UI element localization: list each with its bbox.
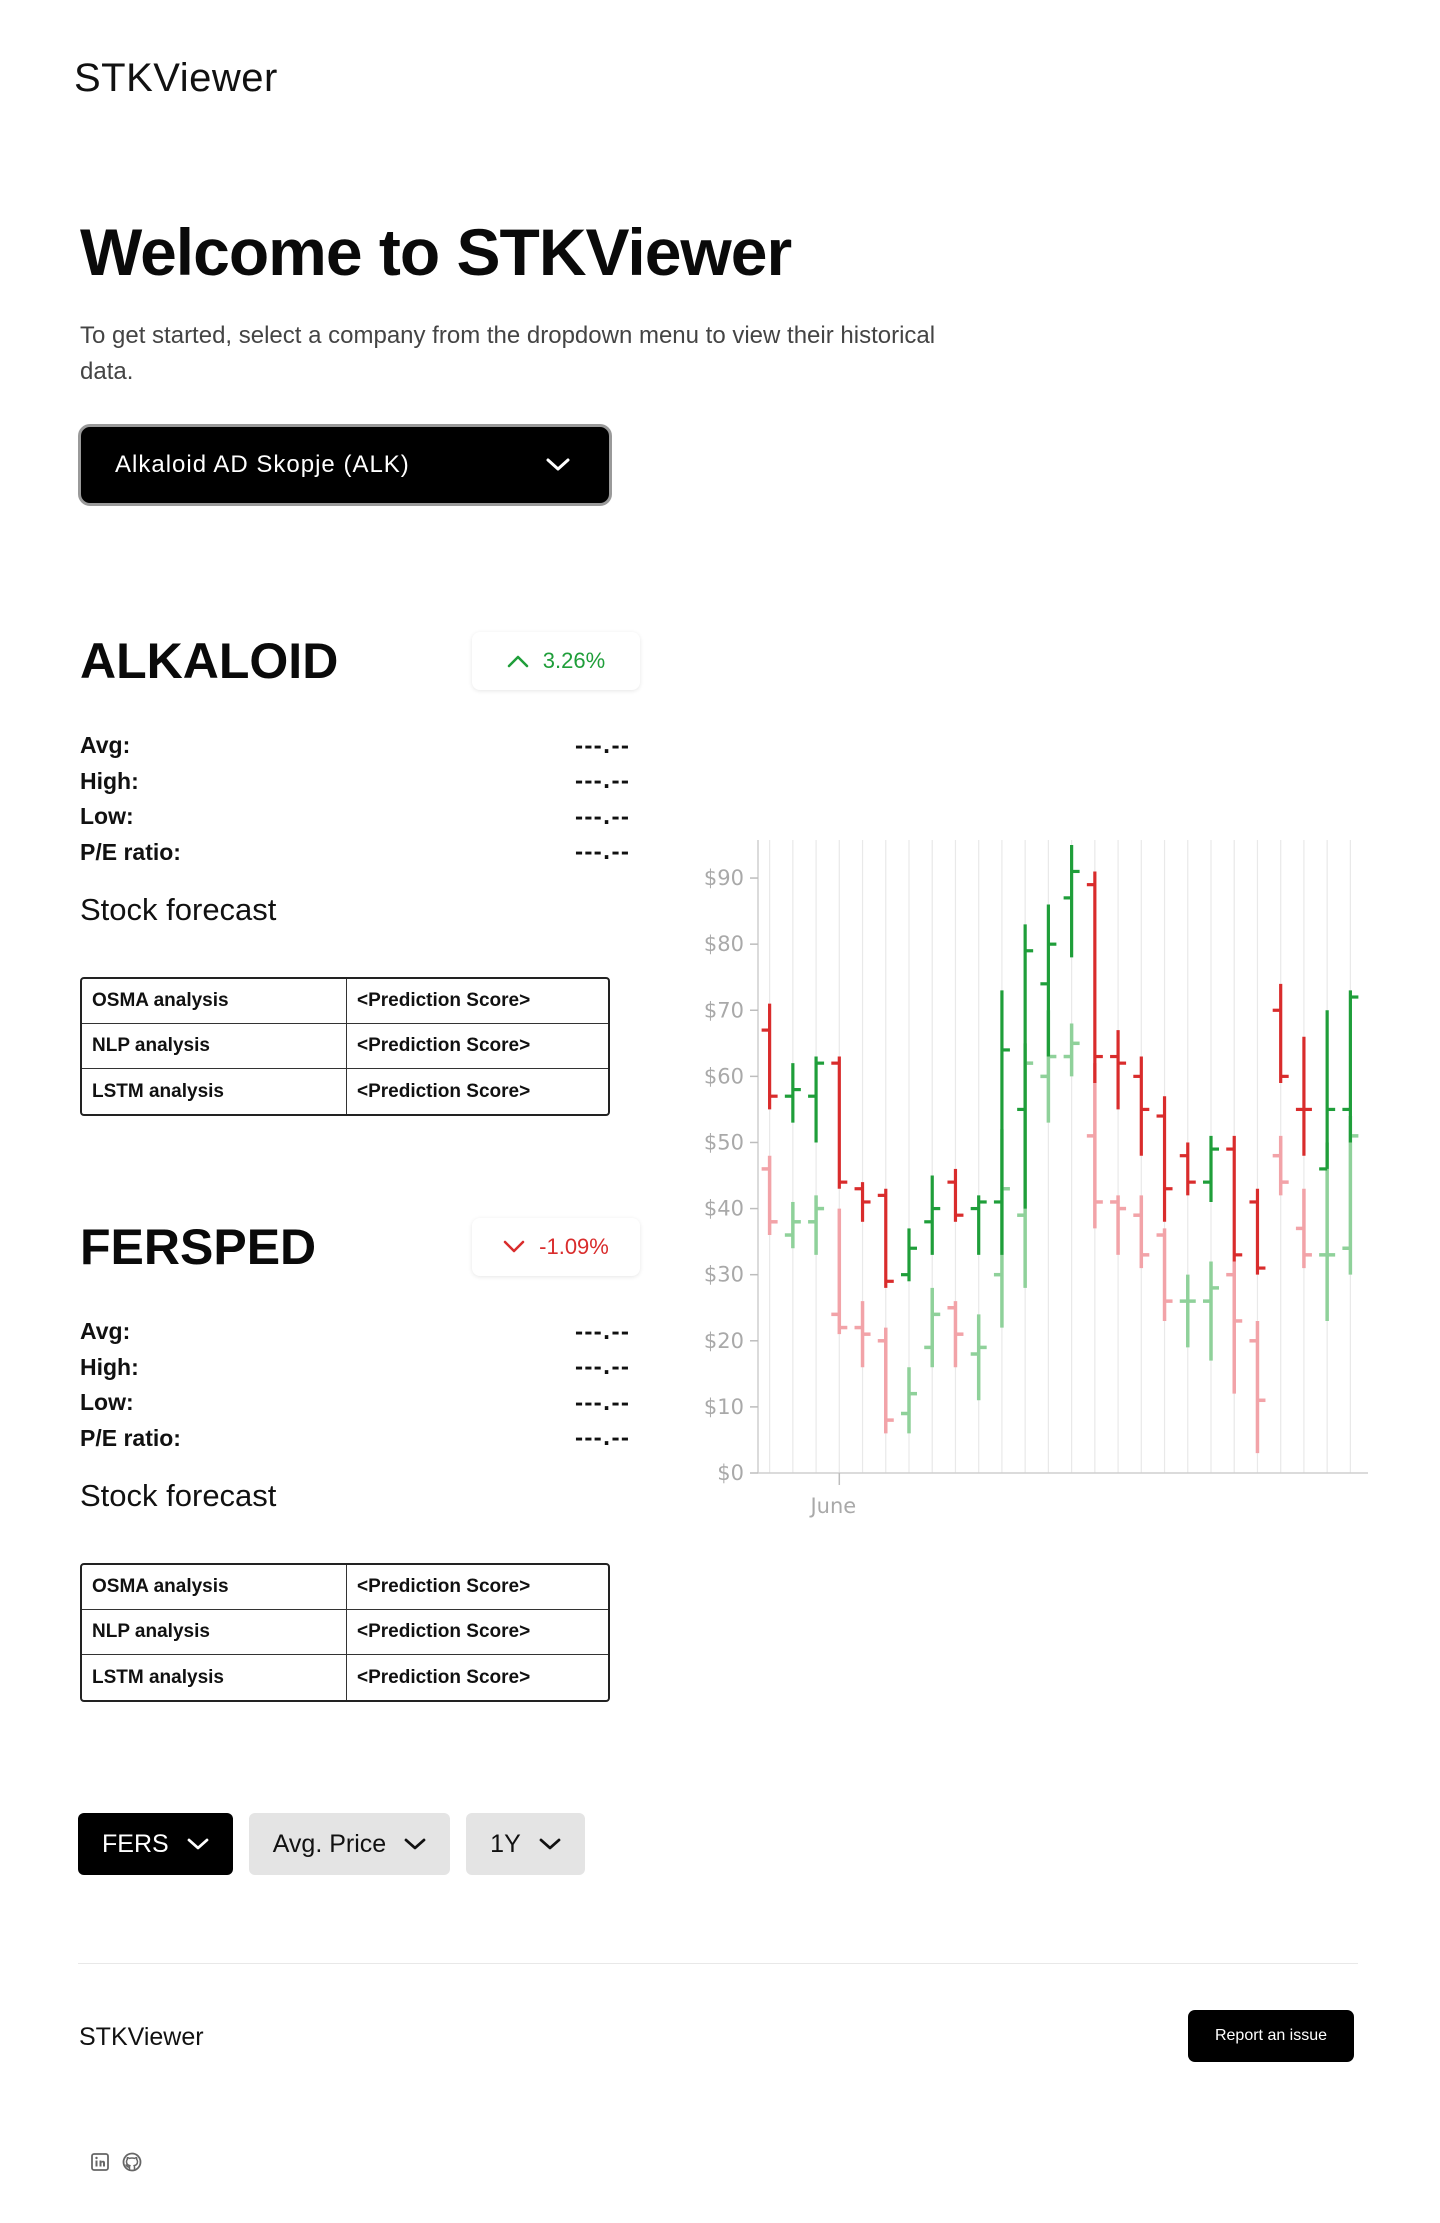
forecast-title: Stock forecast	[80, 1478, 277, 1513]
stat-value: ---.--	[574, 840, 630, 865]
page-title: Welcome to STKViewer	[80, 215, 792, 289]
ohlc-chart: $0 $10 $20 $30 $40 $50 $60 $70 $80 $90 June	[704, 840, 1368, 1518]
table-row: LSTM analysis <Prediction Score>	[82, 1655, 608, 1700]
stat-label: Low:	[80, 1389, 134, 1416]
table-row: LSTM analysis <Prediction Score>	[82, 1069, 608, 1114]
stat-label: P/E ratio:	[80, 838, 181, 865]
arrow-down-icon	[503, 1240, 525, 1253]
metric-dropdown[interactable]: Avg. Price	[248, 1813, 451, 1875]
app-brand[interactable]: STKViewer	[74, 56, 278, 100]
y-tick-label: $60	[704, 1064, 744, 1088]
stat-row-pe: P/E ratio: ---.--	[80, 835, 630, 871]
page-subtitle: To get started, select a company from th…	[80, 322, 936, 385]
stat-row-avg: Avg: ---.--	[80, 1314, 630, 1350]
stat-value: ---.--	[574, 1390, 630, 1415]
forecast-method: OSMA analysis	[82, 1565, 347, 1610]
ticker-dropdown[interactable]: FERS	[78, 1813, 233, 1875]
change-badge: 3.26%	[472, 632, 640, 690]
stat-row-high: High: ---.--	[80, 764, 630, 800]
stat-label: P/E ratio:	[80, 1424, 181, 1451]
forecast-method: NLP analysis	[82, 1024, 347, 1069]
stat-value: ---.--	[574, 1319, 630, 1344]
forecast-score: <Prediction Score>	[357, 1080, 531, 1102]
arrow-up-icon	[507, 655, 529, 668]
forecast-method: NLP analysis	[82, 1610, 347, 1655]
y-tick-label: $50	[704, 1130, 744, 1154]
y-tick-label: $40	[704, 1197, 744, 1221]
change-value: -1.09%	[539, 1234, 609, 1259]
forecast-title: Stock forecast	[80, 892, 277, 927]
chevron-down-icon	[539, 1838, 561, 1850]
y-tick-label: $70	[704, 998, 744, 1022]
x-tick-label: June	[808, 1494, 856, 1518]
stat-label: High:	[80, 1353, 139, 1380]
change-badge: -1.09%	[472, 1218, 640, 1276]
chevron-down-icon	[404, 1838, 426, 1850]
chart-controls: FERS Avg. Price 1Y	[78, 1813, 585, 1875]
forecast-method: LSTM analysis	[82, 1655, 347, 1700]
social-links	[89, 2151, 143, 2173]
stat-label: High:	[80, 767, 139, 794]
stock-stats: Avg: ---.-- High: ---.-- Low: ---.-- P/E ra…	[80, 1314, 630, 1456]
forecast-method: LSTM analysis	[82, 1069, 347, 1114]
stat-row-avg: Avg: ---.--	[80, 728, 630, 764]
stat-label: Avg:	[80, 732, 131, 759]
y-tick-label: $20	[704, 1329, 744, 1353]
forecast-table: OSMA analysis <Prediction Score> NLP anal…	[80, 977, 610, 1116]
stat-value: ---.--	[574, 804, 630, 829]
ticker-dropdown-value: FERS	[102, 1829, 169, 1858]
period-dropdown[interactable]: 1Y	[466, 1813, 585, 1875]
forecast-score: <Prediction Score>	[347, 979, 608, 1024]
forecast-score: <Prediction Score>	[357, 1666, 531, 1688]
company-dropdown-value: Alkaloid AD Skopje (ALK)	[115, 451, 410, 478]
change-value: 3.26%	[542, 648, 606, 673]
period-dropdown-value: 1Y	[490, 1829, 521, 1858]
footer-divider	[78, 1963, 1358, 1964]
stat-value: ---.--	[574, 733, 630, 758]
stat-row-pe: P/E ratio: ---.--	[80, 1421, 630, 1457]
stock-name: ALKALOID	[80, 633, 339, 689]
table-row: NLP analysis <Prediction Score>	[82, 1610, 608, 1655]
github-icon[interactable]	[121, 2151, 143, 2173]
stat-label: Low:	[80, 803, 134, 830]
y-tick-label: $10	[704, 1395, 744, 1419]
chevron-down-icon	[546, 458, 570, 471]
chevron-down-icon	[187, 1838, 209, 1850]
stat-label: Avg:	[80, 1318, 131, 1345]
stat-value: ---.--	[574, 1426, 630, 1451]
forecast-method: OSMA analysis	[82, 979, 347, 1024]
stock-stats: Avg: ---.-- High: ---.-- Low: ---.-- P/E ra…	[80, 728, 630, 870]
forecast-score: <Prediction Score>	[347, 1565, 608, 1610]
y-tick-label: $30	[704, 1263, 744, 1287]
y-tick-label: $80	[704, 932, 744, 956]
metric-dropdown-value: Avg. Price	[272, 1829, 387, 1858]
forecast-table: OSMA analysis <Prediction Score> NLP anal…	[80, 1563, 610, 1702]
stock-name: FERSPED	[80, 1219, 317, 1275]
table-row: OSMA analysis <Prediction Score>	[82, 1565, 608, 1610]
forecast-score: <Prediction Score>	[347, 1024, 608, 1069]
stat-row-low: Low: ---.--	[80, 799, 630, 835]
footer-brand: STKViewer	[79, 2023, 204, 2051]
stat-row-high: High: ---.--	[80, 1350, 630, 1386]
y-tick-label: $90	[704, 866, 744, 890]
forecast-score: <Prediction Score>	[347, 1610, 608, 1655]
stat-value: ---.--	[574, 769, 630, 794]
table-row: OSMA analysis <Prediction Score>	[82, 979, 608, 1024]
y-tick-label: $0	[717, 1461, 744, 1485]
report-issue-button[interactable]: Report an issue	[1188, 2010, 1354, 2062]
stat-value: ---.--	[574, 1355, 630, 1380]
stat-row-low: Low: ---.--	[80, 1385, 630, 1421]
company-dropdown[interactable]: Alkaloid AD Skopje (ALK)	[78, 424, 612, 506]
table-row: NLP analysis <Prediction Score>	[82, 1024, 608, 1069]
linkedin-icon[interactable]	[89, 2151, 111, 2173]
